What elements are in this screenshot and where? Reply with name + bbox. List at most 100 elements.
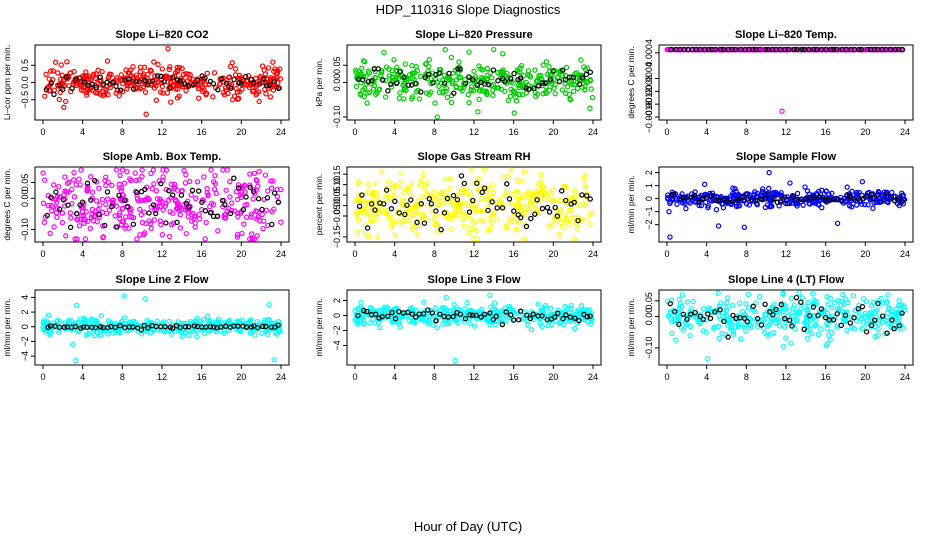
data-point bbox=[62, 203, 68, 209]
data-point bbox=[391, 193, 397, 199]
y-tick-label: 2 bbox=[332, 298, 342, 303]
summary-point bbox=[478, 314, 484, 320]
data-point bbox=[838, 302, 844, 309]
data-point bbox=[235, 96, 241, 102]
summary-point bbox=[499, 321, 506, 328]
x-tick-label: 0 bbox=[664, 127, 669, 137]
x-tick-label: 24 bbox=[900, 372, 910, 382]
data-point bbox=[823, 343, 830, 349]
summary-point bbox=[190, 82, 196, 88]
data-point bbox=[824, 325, 831, 332]
outlier-point bbox=[834, 220, 841, 227]
data-point bbox=[160, 167, 166, 173]
data-point bbox=[550, 221, 557, 227]
summary-point bbox=[145, 325, 151, 331]
data-point bbox=[65, 189, 72, 195]
summary-point bbox=[207, 323, 214, 330]
summary-point bbox=[843, 46, 849, 53]
chart-panel: Slope Line 3 Flow ml/min per min. 0 4 8 12 16 2… bbox=[314, 274, 602, 382]
data-point bbox=[543, 90, 550, 96]
summary-point bbox=[385, 313, 391, 320]
data-point bbox=[844, 184, 850, 190]
summary-point bbox=[799, 46, 805, 53]
data-point bbox=[780, 343, 787, 349]
summary-point bbox=[194, 77, 201, 84]
data-point bbox=[354, 208, 361, 214]
data-point bbox=[438, 229, 444, 235]
summary-point bbox=[676, 197, 683, 203]
summary-point bbox=[186, 204, 192, 210]
outlier-point bbox=[487, 292, 493, 298]
data-point bbox=[167, 75, 174, 81]
data-point bbox=[247, 171, 253, 177]
summary-point bbox=[764, 191, 771, 197]
data-point bbox=[711, 325, 717, 332]
summary-point bbox=[438, 226, 444, 233]
summary-point bbox=[141, 322, 148, 329]
data-point bbox=[461, 319, 468, 325]
data-point bbox=[517, 91, 523, 98]
data-point bbox=[587, 321, 594, 327]
x-tick-label: 16 bbox=[509, 372, 519, 382]
y-tick-label: 0.05 bbox=[644, 292, 654, 310]
summary-point bbox=[793, 197, 800, 203]
data-point bbox=[372, 91, 379, 98]
data-point bbox=[542, 302, 549, 309]
data-point bbox=[179, 333, 185, 340]
data-point bbox=[428, 76, 434, 82]
data-point bbox=[562, 81, 568, 87]
data-point bbox=[829, 190, 835, 197]
summary-point bbox=[721, 318, 727, 325]
summary-point bbox=[846, 193, 853, 200]
summary-point bbox=[450, 192, 457, 199]
x-tick-label: 4 bbox=[704, 372, 709, 382]
data-point bbox=[406, 72, 413, 78]
summary-point bbox=[134, 189, 140, 196]
data-point bbox=[423, 60, 429, 67]
data-point bbox=[768, 203, 774, 209]
data-point bbox=[824, 321, 830, 327]
x-tick-label: 24 bbox=[276, 249, 286, 259]
summary-point bbox=[536, 83, 542, 89]
data-point bbox=[863, 298, 870, 305]
summary-point bbox=[207, 210, 214, 216]
data-point bbox=[394, 64, 400, 70]
summary-point bbox=[689, 46, 696, 53]
summary-point bbox=[211, 324, 217, 330]
data-point bbox=[56, 329, 62, 335]
summary-point bbox=[214, 213, 221, 219]
data-point bbox=[815, 331, 822, 338]
y-tick-label: −0.0008 bbox=[644, 75, 654, 108]
summary-point bbox=[752, 198, 759, 204]
data-point bbox=[713, 206, 720, 213]
summary-point bbox=[758, 322, 765, 328]
data-point bbox=[425, 180, 431, 186]
data-point bbox=[521, 236, 528, 242]
data-point bbox=[386, 179, 392, 185]
summary-point bbox=[696, 199, 702, 206]
data-point bbox=[528, 195, 534, 201]
x-tick-label: 4 bbox=[704, 127, 709, 137]
data-point bbox=[247, 182, 253, 188]
data-point bbox=[413, 210, 419, 216]
data-point bbox=[499, 318, 505, 325]
summary-point bbox=[174, 77, 181, 83]
data-point bbox=[582, 184, 589, 191]
summary-point bbox=[441, 210, 448, 216]
summary-point bbox=[494, 205, 500, 211]
data-point bbox=[487, 226, 493, 232]
data-point bbox=[818, 326, 824, 332]
data-point bbox=[163, 186, 170, 193]
data-point bbox=[222, 215, 229, 221]
data-point bbox=[889, 189, 895, 196]
data-point bbox=[416, 96, 423, 102]
data-point bbox=[424, 316, 430, 322]
data-point bbox=[705, 205, 711, 211]
summary-point bbox=[53, 189, 59, 195]
data-point bbox=[183, 172, 189, 178]
summary-point bbox=[724, 198, 730, 205]
summary-point bbox=[542, 80, 548, 86]
data-point bbox=[97, 333, 104, 339]
data-point bbox=[496, 200, 502, 207]
summary-point bbox=[421, 220, 428, 226]
